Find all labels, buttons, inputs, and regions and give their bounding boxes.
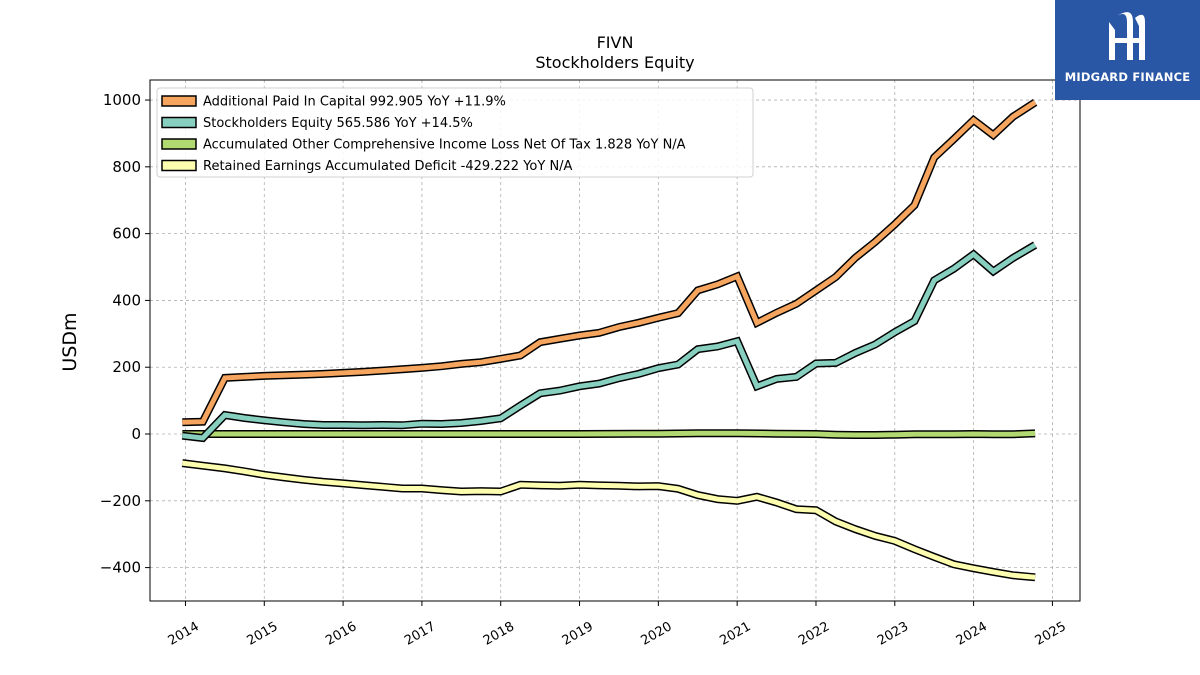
legend-swatch <box>161 138 197 150</box>
plot-frame <box>149 79 1081 602</box>
series-line <box>182 430 1036 438</box>
x-tick-label: 2023 <box>875 619 911 649</box>
x-tick-label: 2018 <box>481 619 517 649</box>
series-0 <box>182 99 1038 427</box>
y-tick-label: −400 <box>100 559 141 577</box>
chart-subtitle: Stockholders Equity <box>535 53 694 72</box>
legend-entry: Additional Paid In Capital 992.905 YoY +… <box>203 95 506 110</box>
legend-entry: Stockholders Equity 565.586 YoY +14.5% <box>203 116 473 131</box>
x-tick-label: 2016 <box>323 619 359 649</box>
legend-entry: Retained Earnings Accumulated Deficit -4… <box>203 159 573 174</box>
legend-swatch <box>161 159 197 172</box>
series-2 <box>182 429 1036 439</box>
x-tick-label: 2017 <box>402 619 438 649</box>
x-tick-label: 2020 <box>639 619 675 649</box>
series-line <box>182 242 1037 441</box>
x-tick-label: 2022 <box>796 619 832 649</box>
series-3 <box>181 459 1036 582</box>
chart-title: FIVN <box>597 33 634 52</box>
series-line-outline <box>181 241 1038 443</box>
series-line <box>181 460 1036 580</box>
x-tick-label: 2019 <box>560 619 596 649</box>
y-tick-label: 0 <box>131 425 141 443</box>
x-tick-label: 2014 <box>166 619 202 649</box>
y-tick-label: 1000 <box>103 91 141 109</box>
series-line <box>182 100 1037 425</box>
series-1 <box>181 241 1038 443</box>
legend: Additional Paid In Capital 992.905 YoY +… <box>156 87 754 178</box>
series-lines <box>181 99 1038 582</box>
y-tick-label: 800 <box>112 158 141 176</box>
midgard-finance-logo: MIDGARD FINANCE <box>1055 0 1200 100</box>
legend-box <box>156 87 754 178</box>
y-tick-label: 600 <box>112 225 141 243</box>
x-tick-label: 2025 <box>1033 619 1069 649</box>
logo-text: MIDGARD FINANCE <box>1064 70 1191 84</box>
legend-entry: Accumulated Other Comprehensive Income L… <box>203 138 686 153</box>
x-tick-label: 2015 <box>244 619 280 649</box>
y-tick-label: 200 <box>112 358 141 376</box>
legend-swatch <box>161 95 197 107</box>
midgard-logo-icon <box>1109 12 1145 61</box>
y-tick-label: −200 <box>100 492 141 510</box>
y-tick-label: 400 <box>112 291 141 309</box>
legend-swatch <box>161 116 197 129</box>
y-axis-label: USDm <box>59 312 81 371</box>
x-tick-label: 2024 <box>954 619 990 649</box>
x-tick-label: 2021 <box>717 619 753 649</box>
